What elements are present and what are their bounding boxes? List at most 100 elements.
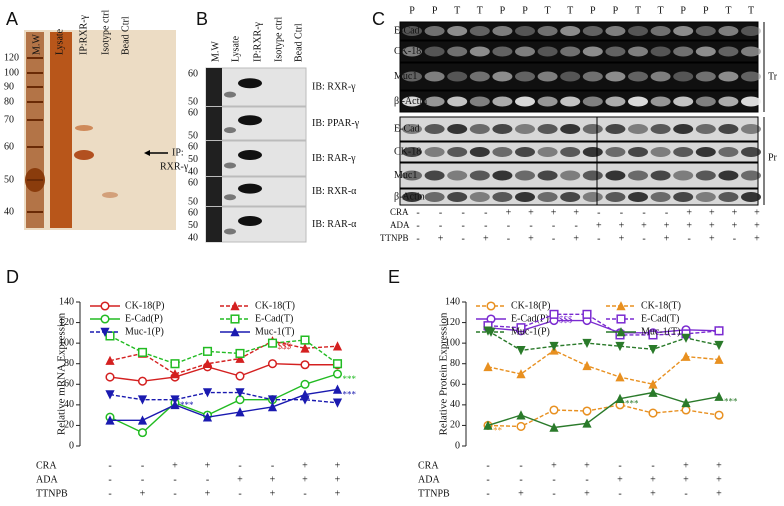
marker <box>100 301 110 311</box>
gel-band <box>605 170 626 181</box>
condition-value: - <box>507 220 510 231</box>
gel-band <box>492 124 513 134</box>
blot-band <box>224 194 236 201</box>
ip-band <box>74 150 94 160</box>
marker <box>105 355 115 365</box>
marker <box>202 412 213 422</box>
blot-band <box>238 183 262 194</box>
condition-value: - <box>529 220 532 231</box>
condition-value: - <box>484 207 487 218</box>
marker <box>648 387 658 397</box>
gel-band <box>515 170 535 181</box>
condition-value: + <box>438 233 444 244</box>
marker <box>615 372 625 382</box>
gel-band <box>650 147 671 157</box>
condition-value: - <box>552 488 555 499</box>
gel-band <box>650 170 671 181</box>
lane-label: P <box>703 5 709 16</box>
row-label: CK-18 <box>394 146 421 157</box>
condition-value: - <box>141 474 144 485</box>
gel-band <box>560 26 581 36</box>
gel-band <box>492 46 513 57</box>
condition-value: + <box>551 207 557 218</box>
condition-name: CRA <box>390 207 409 217</box>
gel-band <box>447 46 468 57</box>
condition-value: + <box>683 460 689 471</box>
lane-label: P <box>522 5 528 16</box>
condition-value: + <box>709 233 715 244</box>
marker <box>549 405 559 415</box>
y-tick-label: 120 <box>59 317 74 328</box>
condition-value: + <box>205 488 211 499</box>
lane-label: T <box>567 5 573 16</box>
marker <box>230 327 240 337</box>
condition-value: - <box>597 207 600 218</box>
lane-label: T <box>748 5 754 16</box>
condition-value: - <box>416 220 419 231</box>
series-line <box>109 391 338 404</box>
blot-label: IB: RXR-α <box>312 186 357 197</box>
condition-value: + <box>617 474 623 485</box>
ladder-lane <box>206 141 222 176</box>
marker <box>300 343 310 353</box>
marker <box>300 379 310 389</box>
marker <box>137 415 148 425</box>
gel-band <box>402 26 422 36</box>
blot-band <box>238 78 262 89</box>
ladder-label: 60 <box>188 107 198 118</box>
lane-label: P <box>500 5 506 16</box>
blot-band <box>238 115 262 126</box>
condition-value: - <box>416 233 419 244</box>
gel-band <box>492 96 513 107</box>
gel-band <box>673 71 694 82</box>
marker <box>582 418 592 428</box>
condition-value: - <box>238 488 241 499</box>
gel-band <box>741 96 761 107</box>
series-line <box>487 404 720 428</box>
gel-band <box>695 170 716 181</box>
marker <box>267 395 278 405</box>
ladder-label: 60 <box>188 141 198 152</box>
condition-value: - <box>688 233 691 244</box>
marker <box>300 389 310 399</box>
y-tick-label: 40 <box>450 399 460 410</box>
ladder-lane <box>206 207 222 242</box>
marker <box>332 384 343 394</box>
marker <box>615 341 625 352</box>
legend-label: Muc-1(P) <box>125 326 164 337</box>
gel-band <box>673 192 694 202</box>
y-tick-label: 20 <box>64 420 74 431</box>
condition-value: + <box>641 220 647 231</box>
gel-band <box>650 192 671 202</box>
gel-band <box>582 192 603 202</box>
row-label: Muc1 <box>394 71 417 82</box>
marker <box>332 341 343 351</box>
ladder-label: 70 <box>4 114 14 125</box>
marker <box>582 309 592 319</box>
legend-label: E-Cad(P) <box>125 313 163 324</box>
ladder-label: 120 <box>4 52 19 63</box>
y-tick-label: 80 <box>64 358 74 369</box>
gel-band <box>469 170 490 181</box>
ladder-label: 100 <box>4 67 19 78</box>
gel-band <box>695 26 716 36</box>
condition-value: + <box>551 460 557 471</box>
lane-label: P <box>613 5 619 16</box>
condition-value: - <box>462 233 465 244</box>
gel-band <box>537 170 558 181</box>
condition-value: - <box>651 460 654 471</box>
blot-band <box>224 162 236 169</box>
marker <box>681 333 691 343</box>
marker <box>235 371 245 381</box>
y-axis-label: Relative mRNA Expression <box>56 312 68 435</box>
gel-band <box>695 71 716 82</box>
gel-band <box>673 124 694 134</box>
condition-value: - <box>439 220 442 231</box>
marker <box>300 360 310 370</box>
gel-band <box>515 46 535 57</box>
marker <box>714 340 724 351</box>
significance: *** <box>343 389 357 399</box>
condition-value: - <box>173 488 176 499</box>
gel-band <box>560 71 581 82</box>
marker <box>516 410 526 420</box>
